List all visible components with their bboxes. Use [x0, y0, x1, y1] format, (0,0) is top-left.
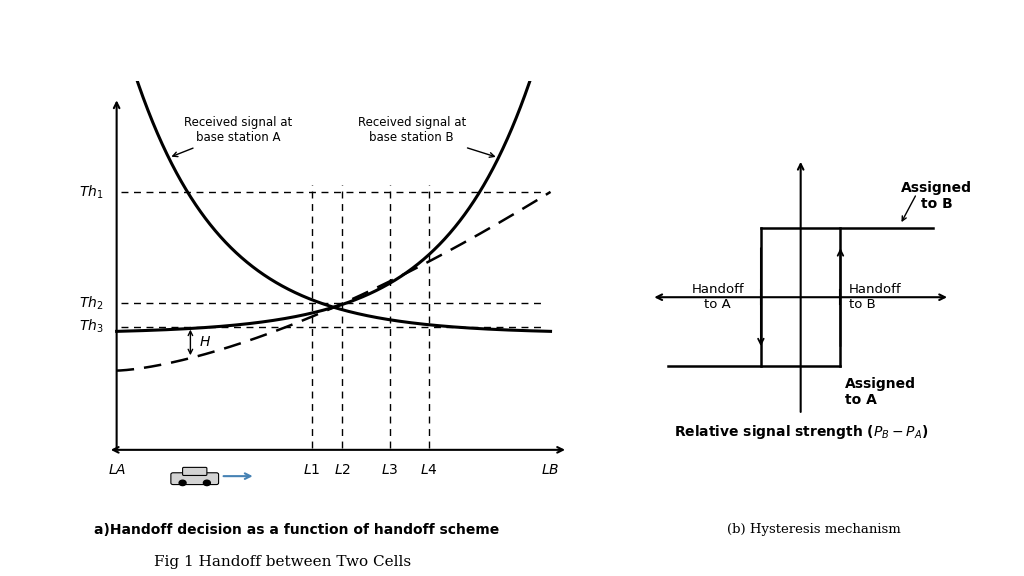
Text: Handoff
to B: Handoff to B — [849, 283, 901, 311]
Text: $\mathit{L1}$: $\mathit{L1}$ — [303, 463, 321, 478]
Text: $\mathit{Th_1}$: $\mathit{Th_1}$ — [79, 183, 103, 200]
Text: $\mathit{L4}$: $\mathit{L4}$ — [420, 463, 438, 478]
Text: Fig 1 Handoff between Two Cells: Fig 1 Handoff between Two Cells — [154, 555, 411, 569]
Text: a)Handoff decision as a function of handoff scheme: a)Handoff decision as a function of hand… — [94, 523, 500, 537]
FancyBboxPatch shape — [171, 473, 218, 484]
Text: Handoff
to A: Handoff to A — [691, 283, 744, 311]
Text: Relative signal strength ($P_B -P_A$): Relative signal strength ($P_B -P_A$) — [674, 423, 928, 441]
Text: $\mathit{LB}$: $\mathit{LB}$ — [542, 463, 560, 478]
Circle shape — [179, 480, 186, 486]
Text: $\mathit{L3}$: $\mathit{L3}$ — [381, 463, 398, 478]
Text: Assigned
to B: Assigned to B — [901, 181, 972, 211]
Text: $\mathit{H}$: $\mathit{H}$ — [199, 335, 211, 350]
Text: $\mathit{L2}$: $\mathit{L2}$ — [334, 463, 351, 478]
Text: Received signal at
base station B: Received signal at base station B — [357, 116, 495, 157]
Text: Assigned
to A: Assigned to A — [846, 377, 916, 407]
Circle shape — [204, 480, 210, 486]
Text: $\mathit{LA}$: $\mathit{LA}$ — [108, 463, 126, 478]
Text: $\mathit{Th_3}$: $\mathit{Th_3}$ — [79, 318, 103, 335]
FancyBboxPatch shape — [182, 467, 207, 475]
Text: Received signal at
base station A: Received signal at base station A — [173, 116, 292, 157]
Text: $\mathit{Th_2}$: $\mathit{Th_2}$ — [79, 294, 103, 312]
Text: (b) Hysteresis mechanism: (b) Hysteresis mechanism — [727, 524, 901, 536]
